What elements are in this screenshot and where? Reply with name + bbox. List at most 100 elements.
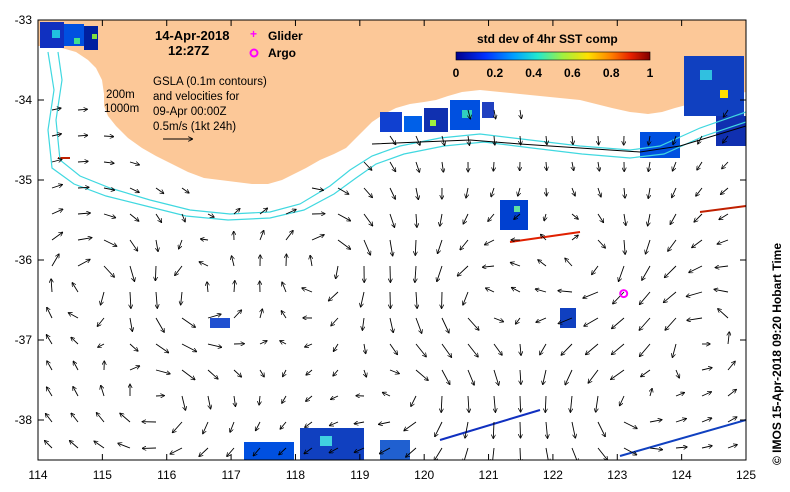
velocity-arrow (46, 414, 53, 423)
velocity-arrow (571, 187, 575, 196)
velocity-arrow (279, 447, 287, 455)
y-tick-label: -34 (15, 93, 33, 107)
x-tick-label: 123 (607, 468, 627, 482)
x-tick-label: 116 (157, 468, 176, 482)
velocity-arrow (94, 441, 105, 449)
velocity-arrow (207, 314, 221, 319)
velocity-arrow (355, 447, 365, 452)
velocity-arrow (77, 187, 89, 188)
velocity-arrow (77, 213, 90, 214)
argo-float-marker (619, 289, 629, 299)
velocity-arrow (565, 259, 573, 267)
velocity-arrow (546, 187, 547, 196)
velocity-arrow (646, 239, 651, 254)
velocity-arrow (77, 238, 92, 240)
velocity-arrow (156, 291, 157, 308)
velocity-arrow (51, 160, 62, 163)
velocity-arrow (518, 187, 520, 196)
velocity-arrow (491, 187, 494, 196)
velocity-arrow (406, 447, 417, 457)
velocity-arrow (130, 291, 131, 308)
velocity-arrow (285, 231, 293, 241)
velocity-arrow (672, 187, 677, 197)
velocity-arrow (624, 213, 626, 225)
velocity-arrow (611, 369, 625, 379)
velocity-arrow (665, 265, 677, 277)
velocity-arrow (697, 161, 703, 170)
velocity-arrow (434, 447, 443, 460)
velocity-arrow (546, 161, 547, 170)
velocity-arrow (233, 209, 240, 215)
velocity-arrow (670, 213, 677, 224)
y-tick-label: -33 (15, 13, 33, 27)
velocity-arrow (118, 443, 131, 449)
velocity-arrow (460, 239, 469, 250)
velocity-arrow (233, 369, 241, 377)
velocity-arrow (718, 309, 729, 319)
velocity-arrow (492, 447, 494, 460)
velocity-arrow (571, 213, 578, 219)
velocity-arrow (597, 213, 603, 222)
velocity-arrow (465, 421, 469, 438)
velocity-arrow (468, 109, 470, 119)
contour-200m-label: 200m (106, 89, 135, 101)
velocity-arrow (486, 288, 495, 293)
velocity-arrow (558, 291, 573, 292)
velocity-arrow (468, 395, 469, 412)
velocity-arrow (305, 344, 313, 347)
x-tick-label: 121 (479, 468, 499, 482)
velocity-arrow (722, 161, 729, 169)
velocity-arrow (516, 317, 521, 324)
velocity-arrow (201, 239, 209, 240)
velocity-arrow (181, 343, 196, 351)
sst-patch-northwest (40, 22, 98, 50)
velocity-arrow (355, 422, 365, 424)
velocity-arrow (664, 291, 677, 302)
velocity-arrow (129, 343, 138, 351)
x-tick-label: 117 (222, 468, 241, 482)
x-tick-label: 124 (672, 468, 692, 482)
velocity-arrow (435, 421, 443, 436)
velocity-arrow (337, 239, 350, 249)
velocity-arrows (45, 108, 737, 460)
velocity-arrow (494, 109, 496, 118)
velocity-arrow (687, 318, 703, 320)
velocity-arrow (597, 447, 607, 460)
velocity-arrow (701, 418, 711, 423)
velocity-arrow (416, 187, 418, 199)
velocity-arrow (77, 109, 87, 110)
velocity-arrow (640, 291, 651, 304)
velocity-arrow (129, 213, 139, 221)
velocity-arrow (488, 213, 495, 221)
velocity-arrow (640, 343, 651, 356)
velocity-arrow (493, 369, 499, 385)
colorbar-tick-label: 0.4 (525, 66, 542, 80)
velocity-arrow (103, 188, 114, 190)
velocity-arrow (541, 235, 547, 241)
velocity-arrow (675, 369, 679, 378)
velocity-arrow (441, 317, 449, 333)
velocity-arrow (282, 311, 287, 319)
velocity-arrow (467, 343, 478, 357)
velocity-arrow (727, 417, 737, 423)
velocity-arrow (520, 109, 521, 118)
velocity-arrow (181, 291, 182, 305)
velocity-arrow (47, 361, 53, 371)
velocity-arrow (673, 135, 677, 144)
velocity-arrow (207, 282, 208, 293)
velocity-arrow (485, 239, 495, 245)
velocity-arrow (51, 185, 62, 189)
velocity-arrow (234, 395, 235, 406)
velocity-arrow (389, 369, 399, 374)
velocity-arrow (571, 235, 578, 241)
velocity-arrow (404, 421, 417, 431)
imos-credit: © IMOS 15-Apr-2018 09:20 Hobart Time (770, 243, 784, 465)
velocity-arrow (565, 369, 573, 385)
velocity-arrow (620, 395, 625, 405)
y-tick-label: -38 (15, 413, 33, 427)
velocity-arrow (701, 446, 712, 448)
argo-label: Argo (268, 46, 296, 60)
colorbar-ticks: 0 0.2 0.4 0.6 0.8 1 (453, 66, 654, 80)
velocity-arrow (493, 343, 502, 355)
velocity-arrow (103, 239, 116, 246)
